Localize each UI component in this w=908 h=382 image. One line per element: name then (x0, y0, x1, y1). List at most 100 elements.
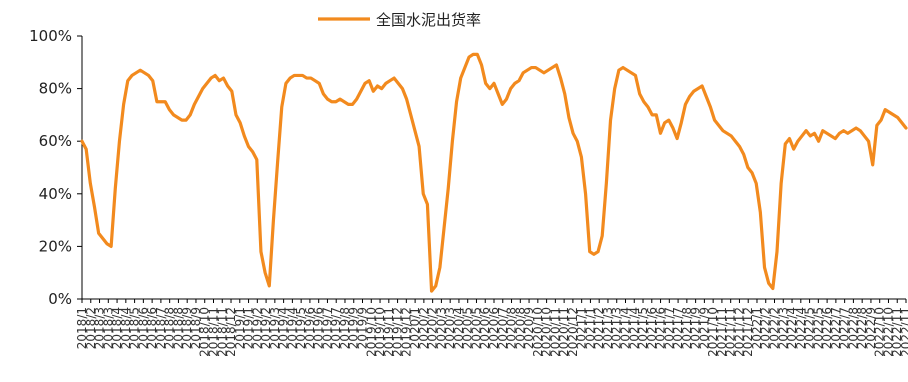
x-tick-label: 2018/6 (145, 307, 159, 349)
x-tick-label: 2019/8 (338, 307, 352, 349)
x-tick-label: 2022/2 (768, 307, 782, 349)
x-tick-label: 2019/12 (399, 307, 413, 357)
x-tick-label: 2021/4 (618, 307, 632, 349)
plot-area (80, 52, 908, 293)
y-tick-label: 80% (39, 80, 72, 98)
x-tick-label: 2018/8 (163, 307, 177, 349)
x-tick-label: 2021/4 (627, 307, 641, 349)
x-tick-label: 2021/9 (689, 307, 703, 349)
x-tick-label: 2018/10 (198, 307, 212, 357)
x-tick-label: 2020/6 (487, 307, 501, 349)
x-tick-label: 2022/8 (855, 307, 869, 349)
x-tick-label: 2021/11 (724, 307, 738, 357)
x-tick-label: 2022/3 (776, 307, 790, 349)
y-tick-label: 100% (29, 27, 72, 45)
x-tick-label: 2019/9 (356, 307, 370, 349)
x-tick-label: 2021/12 (741, 307, 755, 357)
x-tick-label: 2018/4 (110, 307, 124, 349)
x-tick-label: 2021/5 (636, 307, 650, 349)
x-tick-label: 2020/11 (557, 307, 571, 357)
x-tick-label: 2021/7 (662, 307, 676, 349)
x-tick-label: 2022/7 (829, 307, 843, 349)
x-tick-label: 2021/2 (592, 307, 606, 349)
y-tick-label: 20% (39, 237, 72, 255)
x-tick-label: 2020/9 (522, 307, 536, 349)
x-tick-label: 2018/9 (189, 307, 203, 349)
x-tick-label: 2020/10 (531, 307, 545, 357)
x-tick-label: 2018/12 (224, 307, 238, 357)
x-tick-label: 2018/4 (119, 307, 133, 349)
x-tick-label: 2022/10 (881, 307, 895, 357)
x-tick-label: 2019/12 (391, 307, 405, 357)
x-tick-label: 2020/3 (443, 307, 457, 349)
x-tick-label: 2019/9 (347, 307, 361, 349)
x-tick-label: 2019/6 (303, 307, 317, 349)
x-tick-label: 2018/3 (101, 307, 115, 349)
x-tick-label: 2019/2 (259, 307, 273, 349)
x-tick-label: 2021/6 (654, 307, 668, 349)
x-tick-label: 2020/11 (548, 307, 562, 357)
x-tick-label: 2018/9 (180, 307, 194, 349)
x-tick-label: 2019/10 (373, 307, 387, 357)
x-tick-label: 2021/10 (706, 307, 720, 357)
x-tick-label: 2018/5 (128, 307, 142, 349)
x-tick-label: 2018/3 (93, 307, 107, 349)
x-tick-label: 2022/7 (838, 307, 852, 349)
x-tick-label: 2019/1 (233, 307, 247, 349)
legend-label: 全国水泥出货率 (376, 11, 481, 29)
x-tick-label: 2019/4 (277, 307, 291, 349)
x-tick-label: 2022/10 (873, 307, 887, 357)
legend: 全国水泥出货率 (318, 11, 481, 29)
x-tick-label: 2021/11 (715, 307, 729, 357)
x-tick-label: 2022/8 (846, 307, 860, 349)
x-axis: 2018/12018/22018/32018/32018/42018/42018… (75, 298, 908, 357)
x-tick-label: 2020/5 (469, 307, 483, 349)
x-tick-label: 2020/7 (496, 307, 510, 349)
x-tick-label: 2019/3 (268, 307, 282, 349)
x-tick-label: 2018/2 (84, 307, 98, 349)
x-tick-label: 2019/4 (285, 307, 299, 349)
x-tick-label: 2021/3 (601, 307, 615, 349)
x-tick-label: 2021/1 (575, 307, 589, 349)
x-tick-label: 2020/8 (513, 307, 527, 349)
x-tick-label: 2021/3 (610, 307, 624, 349)
x-tick-label: 2020/2 (426, 307, 440, 349)
x-tick-label: 2018/7 (154, 307, 168, 349)
y-axis: 0% 20% 40% 60% 80% 100% (29, 27, 83, 308)
x-tick-label: 2020/3 (434, 307, 448, 349)
y-tick-label: 0% (48, 290, 72, 308)
x-tick-label: 2020/6 (478, 307, 492, 349)
x-tick-label: 2019/7 (320, 307, 334, 349)
x-tick-label: 2020/10 (540, 307, 554, 357)
x-tick-label: 2022/4 (794, 307, 808, 349)
x-tick-label: 2018/8 (171, 307, 185, 349)
x-tick-label: 2022/4 (785, 307, 799, 349)
x-tick-label: 2021/8 (680, 307, 694, 349)
x-tick-label: 2022/5 (803, 307, 817, 349)
x-tick-label: 2018/1 (75, 307, 89, 349)
x-tick-label: 2018/11 (206, 307, 220, 357)
series-line-0 (80, 52, 908, 293)
x-tick-label: 2020/1 (408, 307, 422, 349)
x-tick-label: 2022/11 (899, 307, 908, 357)
x-tick-label: 2021/7 (671, 307, 685, 349)
x-tick-label: 2018/11 (215, 307, 229, 357)
x-tick-label: 2021/1 (583, 307, 597, 349)
x-tick-label: 2019/1 (242, 307, 256, 349)
x-tick-label: 2020/12 (566, 307, 580, 357)
x-tick-label: 2022/11 (890, 307, 904, 357)
x-tick-label: 2022/2 (759, 307, 773, 349)
x-tick-label: 2019/11 (382, 307, 396, 357)
x-tick-label: 2021/12 (732, 307, 746, 357)
x-tick-label: 2019/5 (294, 307, 308, 349)
x-tick-label: 2021/6 (645, 307, 659, 349)
x-tick-label: 2021/9 (697, 307, 711, 349)
x-tick-label: 2019/6 (312, 307, 326, 349)
x-tick-label: 2019/10 (364, 307, 378, 357)
x-tick-label: 2022/9 (864, 307, 878, 349)
x-tick-label: 2020/8 (505, 307, 519, 349)
x-tick-label: 2019/7 (329, 307, 343, 349)
x-tick-label: 2022/6 (820, 307, 834, 349)
x-tick-label: 2019/2 (250, 307, 264, 349)
